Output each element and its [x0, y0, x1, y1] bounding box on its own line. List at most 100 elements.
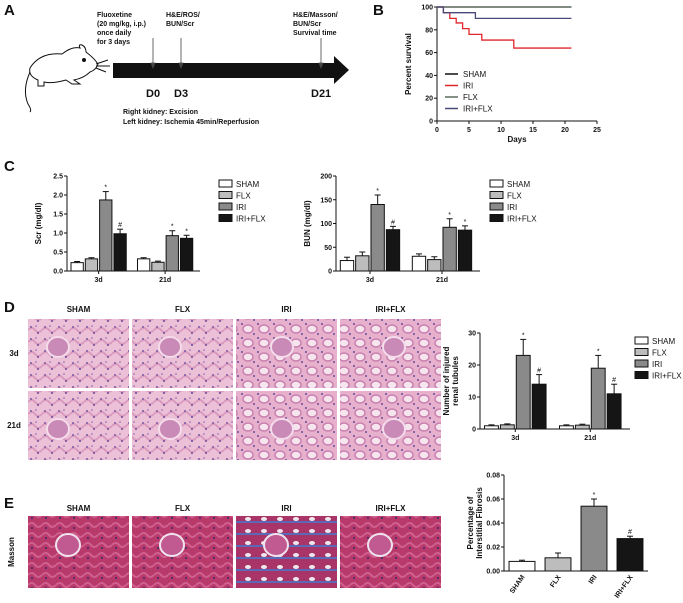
legend-label: IRI+FLX	[652, 372, 682, 381]
column-header: IRI+FLX	[375, 305, 406, 314]
legend-swatch	[489, 214, 504, 222]
legend-label: IRI	[507, 203, 517, 212]
y-axis-label: Interstitial Fibrosis	[475, 487, 484, 559]
bar	[179, 237, 194, 272]
y-tick-label: 1.0	[53, 231, 63, 238]
bar	[616, 538, 644, 572]
x-tick-label: 21d	[584, 435, 596, 442]
survival-chart: 0 20 40 60 80 100 Percent survival 0 5 10 15 20 25 Da…	[404, 5, 601, 145]
column-header: FLX	[175, 305, 191, 314]
svg-text:H&E/ROS/: H&E/ROS/	[166, 12, 200, 19]
svg-text:BUN/Scr: BUN/Scr	[293, 21, 322, 28]
bar	[427, 259, 442, 272]
significance-mark: *	[104, 185, 107, 192]
legend-swatch	[489, 179, 504, 188]
legend-swatch	[634, 371, 649, 379]
y-tick-label: 40	[425, 73, 433, 80]
injured-tubules-chart: 0 10 20 30 Number of injured renal tubules * #3…	[442, 331, 682, 443]
y-tick-label: 0.02	[486, 545, 500, 552]
significance-mark: *	[522, 332, 525, 339]
column-header: FLX	[175, 504, 191, 513]
y-tick-label: 60	[425, 50, 433, 57]
glomerulus	[367, 533, 393, 557]
d21-assays-text: H&E/Masson/ BUN/Scr Survival time	[293, 12, 338, 37]
y-tick-label: 50	[324, 245, 332, 252]
he-image-sham-3d	[28, 319, 129, 388]
svg-text:Survival time: Survival time	[293, 30, 337, 37]
significance-mark: *	[171, 224, 174, 231]
legend-swatch	[634, 348, 649, 356]
y-tick-label: 0.04	[486, 521, 500, 528]
column-header: SHAM	[67, 504, 91, 513]
row-label: Masson	[7, 537, 16, 567]
x-axis-label: Days	[507, 135, 527, 144]
glomerulus	[159, 533, 185, 557]
glomerulus	[158, 418, 182, 440]
row-label: 21d	[7, 421, 21, 430]
legend-label: IRI	[652, 360, 662, 369]
legend-swatch	[634, 336, 649, 345]
bun-chart: 0 50 100 150 200 BUN (mg/dl) * #3d * * 21d SHAM FLX I…	[303, 174, 537, 285]
timeline-markers	[150, 38, 324, 70]
bar	[84, 258, 99, 272]
legend-label: IRI+FLX	[236, 215, 266, 224]
x-tick-label: SHAM	[509, 574, 527, 595]
legend-swatch	[489, 202, 504, 211]
d3-assays-text: H&E/ROS/ BUN/Scr	[166, 12, 200, 28]
timeline-arrow	[113, 56, 349, 84]
column-header: IRI	[281, 305, 291, 314]
bar	[544, 557, 572, 572]
scr-chart: 0.0 0.5 1.0 1.5 2.0 2.5 Scr (mg/dl) * #3d * * 21d SH…	[34, 174, 266, 285]
y-axis-label: Percentage of	[466, 496, 475, 549]
bar	[580, 505, 608, 572]
y-tick-label: 200	[320, 174, 332, 181]
significance-mark: *	[597, 348, 600, 355]
bar	[370, 204, 385, 272]
he-histology-grid: SHAM FLX IRI IRI+FLX 3d 21d	[7, 305, 441, 460]
glomerulus	[270, 418, 294, 440]
legend-label: IRI+FLX	[507, 215, 537, 224]
y-tick-label: 1.5	[53, 212, 63, 219]
column-header: IRI	[281, 504, 291, 513]
surgery-left: Left kidney: Ischemia 45min/Reperfusion	[123, 119, 259, 126]
significance-mark: *	[448, 212, 451, 219]
day-label-d0: D0	[146, 88, 160, 100]
day-label-d3: D3	[174, 88, 188, 100]
fibrosis-chart: 0.00 0.02 0.04 0.06 0.08 Percentage of Interst…	[466, 473, 648, 600]
row-label: 3d	[9, 349, 18, 358]
legend-label: IRI	[236, 203, 246, 212]
significance-mark: #	[537, 368, 541, 375]
y-tick-label: 2.0	[53, 193, 63, 200]
svg-text:Fluoxetine: Fluoxetine	[97, 12, 132, 19]
bar	[113, 233, 127, 272]
bar	[339, 260, 355, 272]
significance-mark: *	[593, 492, 596, 499]
x-tick-label: 15	[529, 127, 537, 134]
significance-mark: #	[628, 529, 632, 536]
y-tick-label: 2.5	[53, 174, 63, 181]
bar	[559, 425, 574, 430]
y-tick-label: 80	[425, 27, 433, 34]
glomerulus	[46, 336, 70, 358]
bar	[442, 226, 457, 272]
x-tick-label: 3d	[95, 277, 103, 284]
survival-line-iri-flx	[437, 6, 572, 20]
y-tick-label: 0.5	[53, 250, 63, 257]
he-image-flx-21d	[132, 391, 233, 460]
significance-mark: #	[118, 222, 122, 229]
x-tick-label: 5	[467, 127, 471, 134]
panel-label-a: A	[4, 2, 15, 19]
x-tick-label: IRI+FLX	[614, 574, 635, 600]
legend-swatch	[218, 179, 233, 188]
glomerulus	[55, 533, 81, 557]
glomerulus	[158, 336, 182, 358]
glomerulus	[382, 336, 406, 358]
y-tick-label: 0.0	[53, 269, 63, 276]
panel-label-c: C	[4, 158, 15, 175]
significance-mark: *	[376, 188, 379, 195]
legend-label: IRI	[463, 82, 473, 91]
y-tick-label: 10	[468, 395, 476, 402]
bar	[531, 383, 547, 430]
bar	[165, 235, 179, 272]
